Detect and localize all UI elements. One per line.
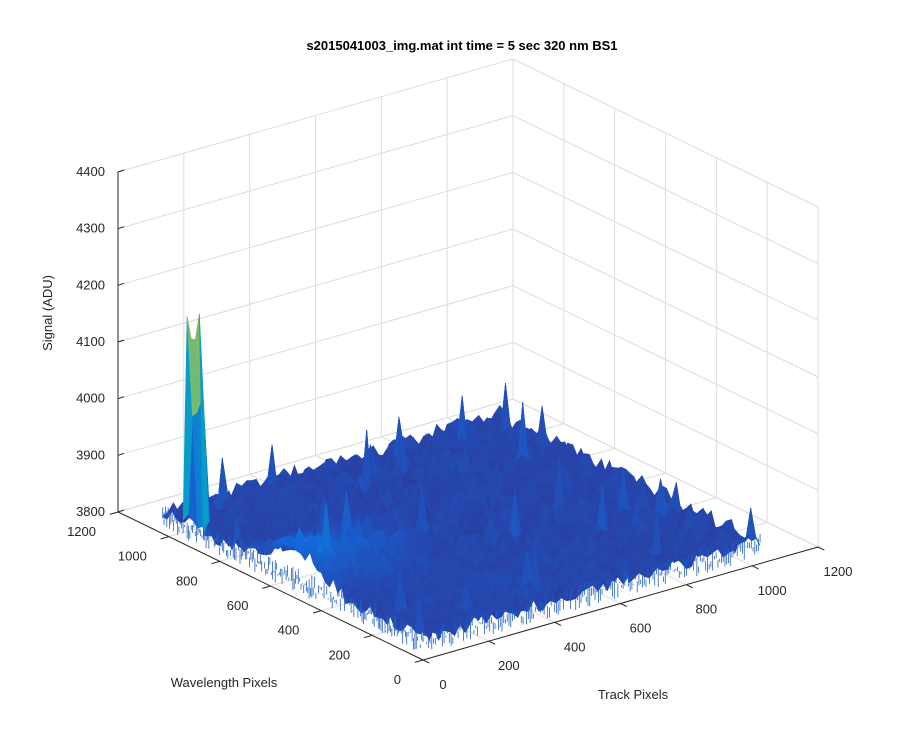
y-tick-label: 600 <box>227 598 249 613</box>
x-tick-mark <box>488 640 496 645</box>
side-grid-z <box>512 398 819 548</box>
side-grid-z <box>512 228 819 378</box>
wall-grid-z <box>117 171 514 286</box>
y-tick-mark <box>414 659 424 663</box>
z-tick-label: 4000 <box>76 391 105 406</box>
x-axis-label: Track Pixels <box>598 687 669 702</box>
y-tick-mark <box>363 634 373 639</box>
y-tick-label: 1000 <box>118 549 147 564</box>
y-tick-mark <box>262 585 271 589</box>
z-tick-label: 4400 <box>76 164 105 179</box>
surface <box>162 313 761 650</box>
wall-grid-z <box>117 228 514 343</box>
y-tick-mark <box>109 511 119 515</box>
x-tick-label: 200 <box>498 658 520 673</box>
surface-cell <box>418 598 430 638</box>
x-tick-mark <box>422 659 430 664</box>
wall-grid-z <box>117 58 514 173</box>
axes <box>109 169 825 664</box>
x-tick-label: 1000 <box>758 583 787 598</box>
y-axis-label: Wavelength Pixels <box>171 675 278 690</box>
x-tick-mark <box>751 565 759 570</box>
y-tick-mark <box>211 560 220 565</box>
z-tick-mark <box>117 226 125 230</box>
z-axis-label: Signal (ADU) <box>40 275 55 351</box>
z-tick-mark <box>117 452 125 456</box>
z-tick-label: 4100 <box>76 334 105 349</box>
chart-title: s2015041003_img.mat int time = 5 sec 320… <box>306 38 617 53</box>
tick-labels: 0 200 400 600 800 1000 1200 0 200 400 600 800 1000 12… <box>67 164 852 692</box>
y-tick-label: 800 <box>176 573 198 588</box>
y-tick-label: 400 <box>278 623 300 638</box>
z-tick-mark <box>117 282 125 286</box>
x-tick-label: 800 <box>695 602 717 617</box>
wall-grid-z <box>117 285 514 400</box>
y-tick-label: 0 <box>394 672 401 687</box>
x-tick-mark <box>620 603 628 608</box>
z-tick-mark <box>117 509 125 513</box>
z-tick-label: 3900 <box>76 447 105 462</box>
side-grid-z <box>512 285 819 435</box>
y-tick-label: 1200 <box>67 524 96 539</box>
x-tick-mark <box>686 584 693 589</box>
x-tick-label: 600 <box>630 621 652 636</box>
y-tick-mark <box>160 536 169 540</box>
x-tick-mark <box>554 621 562 626</box>
z-tick-mark <box>117 339 125 343</box>
wall-grid-z <box>117 341 514 456</box>
z-tick-mark <box>117 169 125 173</box>
z-tick-label: 3800 <box>76 504 105 519</box>
z-tick-label: 4200 <box>76 277 105 292</box>
x-tick-label: 1200 <box>824 564 853 579</box>
side-grid-z <box>512 58 819 208</box>
wall-grid-z <box>117 115 514 230</box>
z-tick-mark <box>117 396 125 400</box>
y-tick-label: 200 <box>328 647 350 662</box>
side-grid-z <box>512 341 819 491</box>
x-tick-mark <box>817 546 825 551</box>
x-tick-label: 0 <box>439 677 446 692</box>
x-tick-label: 400 <box>564 639 586 654</box>
y-tick-mark <box>312 610 322 614</box>
side-grid-z <box>512 171 819 321</box>
z-tick-label: 4300 <box>76 221 105 236</box>
side-grid-z <box>512 115 819 265</box>
